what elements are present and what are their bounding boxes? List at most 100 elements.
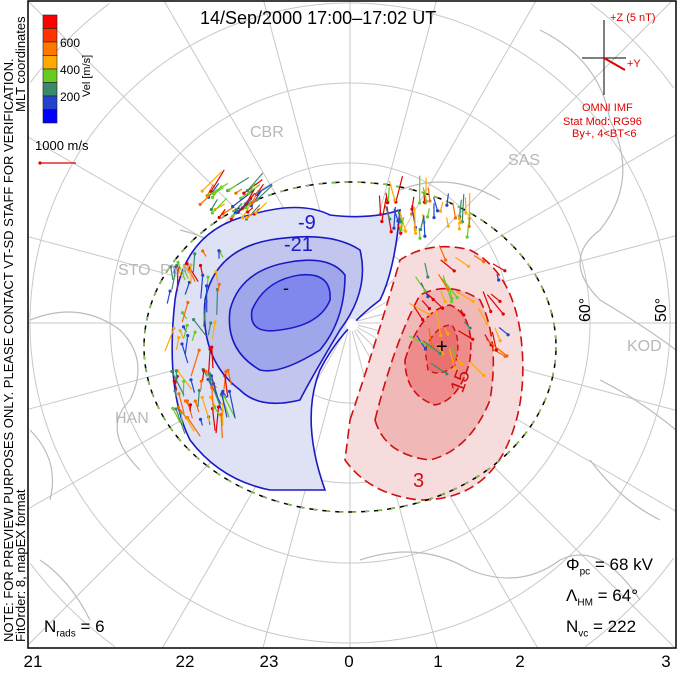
vector-origin [173, 265, 177, 269]
plot-frame [27, 0, 677, 649]
mlt-label-0: 0 [344, 652, 354, 671]
vector-origin [183, 264, 187, 268]
velocity-vector [211, 197, 228, 214]
velocity-vector [485, 338, 508, 357]
velocity-vector [446, 193, 450, 206]
vector-origin [250, 201, 254, 205]
velocity-vector [211, 321, 216, 340]
velocity-vector [438, 245, 447, 261]
vector-origin [396, 219, 400, 223]
vector-origin [482, 373, 486, 377]
vector-origin [425, 215, 430, 219]
vector-origin [172, 379, 176, 383]
vector-origin [213, 320, 217, 324]
vector-origin [428, 199, 432, 203]
vector-origin [446, 287, 450, 291]
vector-origin [403, 229, 408, 233]
contour-label-neg9: -9 [298, 212, 316, 234]
vector-origin [210, 385, 214, 390]
mlt-label-2: 2 [515, 652, 525, 671]
velocity-vector [450, 345, 456, 356]
potential-max-marker: + [436, 336, 448, 358]
velocity-vector [461, 194, 465, 222]
velocity-vector [177, 262, 186, 281]
vector-origin [176, 260, 180, 264]
vector-origin [186, 333, 190, 338]
velocity-vector [439, 201, 444, 212]
velocity-vector [448, 348, 456, 369]
vector-origin [410, 207, 414, 211]
vector-origin [231, 215, 235, 219]
velocity-vector [211, 387, 215, 413]
velocity-vector [430, 362, 448, 375]
vector-origin [443, 299, 447, 304]
imf-clock [582, 20, 626, 95]
velocity-vector [435, 310, 442, 336]
contour-label-neg21: -21 [284, 234, 313, 256]
vector-origin [234, 208, 238, 212]
velocity-vector [256, 184, 273, 201]
velocity-vector [177, 407, 188, 419]
velocity-vector [421, 300, 430, 309]
velocity-vector [397, 223, 402, 234]
imf-model: Stat Mod: RG96 [563, 116, 642, 128]
vector-origin [178, 329, 182, 333]
velocity-vector [469, 361, 485, 376]
velocity-vector [175, 337, 180, 351]
velocity-vector [458, 330, 474, 340]
vector-origin [198, 263, 203, 268]
vector-origin [210, 211, 214, 215]
station-sas: SAS [508, 152, 541, 169]
velocity-vector [188, 269, 196, 283]
vector-origin [197, 388, 201, 393]
phi-symbol: Φ [566, 555, 580, 574]
velocity-vector [486, 294, 504, 315]
vector-origin [169, 265, 173, 269]
vector-origin [446, 332, 450, 336]
colorbar-segment [42, 55, 58, 70]
vector-origin [193, 252, 197, 256]
vector-origin [174, 369, 178, 373]
vector-origin [438, 209, 443, 213]
velocity-vector [197, 390, 200, 407]
vector-origin [220, 392, 224, 396]
vector-origin [418, 236, 422, 240]
vector-origin [423, 347, 428, 351]
vector-origin [393, 198, 397, 202]
vector-origin [217, 282, 221, 287]
mlt-label-3: 3 [661, 652, 671, 671]
vector-origin [431, 297, 435, 302]
colorbar-segment [42, 82, 58, 97]
velocity-vector [221, 393, 228, 418]
velocity-vector [454, 256, 469, 267]
velocity-vector [424, 262, 429, 278]
velocity-vector [491, 348, 506, 357]
vector-origin [505, 354, 509, 358]
mlt-label-1: 1 [433, 652, 443, 671]
colorbar-tick-400: 400 [60, 63, 81, 77]
velocity-vector [176, 267, 179, 292]
vector-origin [423, 289, 427, 293]
velocity-vector [490, 293, 501, 302]
vector-origin [200, 189, 204, 193]
colorbar-segment [42, 95, 58, 110]
velocity-vector [433, 197, 439, 211]
velocity-vector [420, 216, 425, 230]
vector-origin [204, 369, 208, 373]
vector-origin [423, 234, 427, 238]
velocity-vector [413, 306, 424, 320]
velocity-vector [440, 259, 455, 272]
vector-origin [380, 219, 384, 224]
nvc-symbol: N [566, 617, 579, 636]
vector-origin [208, 395, 213, 399]
vector-origin [452, 269, 456, 273]
velocity-vector [257, 183, 273, 194]
station-pyk: PYK [160, 262, 193, 279]
velocity-vector [440, 290, 446, 302]
velocity-vector [428, 328, 433, 347]
vector-origin [182, 268, 187, 272]
velocity-vector [227, 370, 233, 386]
vector-origin [427, 306, 432, 311]
